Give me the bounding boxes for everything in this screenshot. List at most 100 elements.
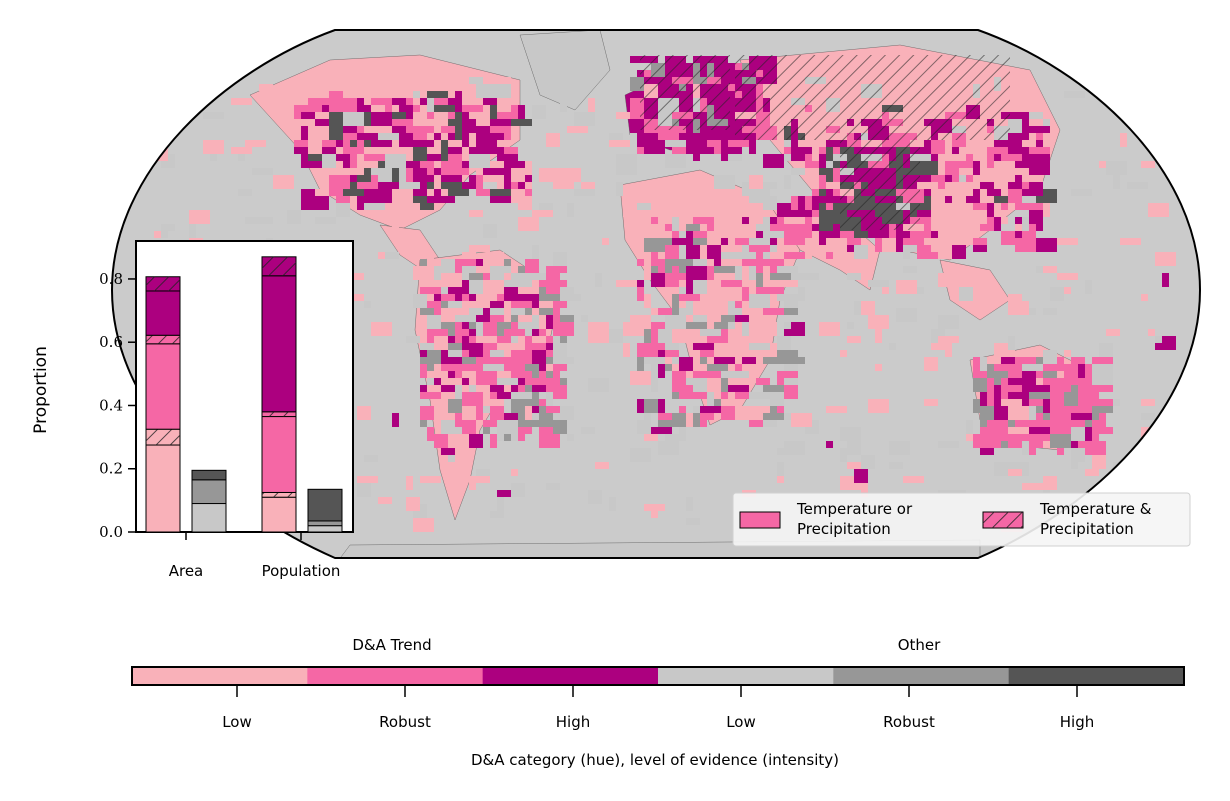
colorbar-tick-label: Low	[222, 713, 252, 731]
da-cell	[623, 322, 644, 336]
da-cell	[952, 147, 959, 154]
da-cell	[301, 126, 308, 140]
da-cell	[672, 392, 679, 399]
tp-hatch-zone	[840, 140, 920, 230]
da-cell	[343, 133, 357, 140]
da-cell	[1092, 77, 1106, 84]
da-cell	[777, 280, 798, 287]
da-cell	[441, 133, 448, 140]
da-cell	[651, 322, 665, 329]
da-cell	[945, 182, 966, 196]
da-cell	[1008, 119, 1022, 133]
colorbar-segment-other-high	[1008, 667, 1185, 685]
da-cell	[1029, 392, 1043, 399]
da-cell	[637, 147, 644, 154]
da-cell	[497, 154, 518, 161]
da-cell	[826, 161, 833, 168]
da-cell	[833, 224, 840, 231]
da-cell	[504, 147, 518, 154]
da-cell	[483, 175, 504, 182]
da-cell	[525, 259, 539, 273]
da-cell	[588, 98, 595, 112]
da-cell	[791, 231, 805, 245]
da-cell	[490, 434, 497, 448]
da-cell	[644, 266, 651, 280]
world-map	[110, 29, 1202, 559]
da-cell	[805, 154, 812, 168]
da-cell	[980, 427, 1001, 434]
da-cell	[294, 140, 308, 147]
da-cell	[1071, 448, 1085, 462]
da-cell	[777, 462, 784, 476]
da-cell	[672, 266, 679, 280]
da-cell	[546, 294, 567, 301]
da-cell	[1092, 420, 1106, 427]
da-cell	[644, 504, 665, 511]
da-cell	[469, 476, 490, 483]
colorbar-segments	[132, 667, 1185, 685]
da-cell	[392, 112, 406, 119]
da-cell	[847, 273, 861, 280]
da-cell	[777, 385, 784, 392]
da-cell	[1001, 357, 1015, 364]
bar-segment-hatch	[262, 492, 296, 498]
da-cell	[392, 189, 413, 203]
da-cell	[553, 413, 574, 420]
da-cell	[476, 84, 490, 98]
da-cell	[462, 119, 476, 133]
da-cell	[819, 210, 840, 217]
da-cell	[1078, 378, 1085, 385]
da-cell	[938, 441, 959, 448]
da-cell	[434, 112, 455, 119]
da-cell	[1092, 364, 1113, 371]
da-cell	[938, 315, 959, 329]
da-cell	[903, 266, 917, 273]
da-cell	[539, 406, 546, 420]
da-cell	[847, 322, 854, 329]
da-cell	[1015, 175, 1022, 189]
da-cell	[763, 231, 784, 238]
da-cell	[399, 182, 420, 189]
da-cell	[448, 399, 462, 413]
hatch-layer	[640, 55, 1010, 230]
da-cell	[665, 322, 686, 329]
da-cell	[511, 483, 525, 497]
da-cell	[784, 308, 798, 315]
da-cell	[378, 252, 385, 259]
da-cell	[476, 322, 483, 336]
da-cell	[511, 189, 525, 203]
da-cell	[511, 161, 525, 168]
da-cell	[784, 357, 805, 364]
da-cell	[546, 364, 553, 371]
da-cell	[434, 105, 455, 112]
da-cell	[588, 378, 609, 392]
da-cell	[546, 364, 567, 371]
da-cell	[651, 329, 658, 343]
da-cell	[343, 147, 364, 154]
da-cell	[931, 140, 945, 154]
da-cell	[448, 350, 462, 357]
da-cell	[665, 245, 679, 259]
da-cell	[441, 196, 455, 203]
da-cell	[371, 84, 378, 98]
colorbar-tick-label: Low	[726, 713, 756, 731]
da-cell	[203, 112, 224, 119]
da-cell	[686, 322, 707, 329]
da-cell	[805, 245, 812, 259]
da-cell	[644, 245, 665, 252]
da-cell	[840, 427, 861, 441]
da-cell	[357, 406, 371, 420]
da-cell	[364, 203, 385, 210]
da-cell	[371, 105, 385, 112]
da-cell	[532, 392, 539, 399]
da-cell	[371, 322, 392, 329]
bar-segment-other-area	[191, 503, 227, 533]
da-cell	[679, 294, 693, 301]
da-cell	[406, 168, 427, 175]
da-cell	[490, 336, 511, 343]
da-cell	[1022, 364, 1043, 371]
bar-segment-hatch	[262, 256, 296, 276]
da-cell	[574, 112, 595, 126]
da-cell	[973, 238, 987, 245]
da-cell	[427, 196, 448, 203]
